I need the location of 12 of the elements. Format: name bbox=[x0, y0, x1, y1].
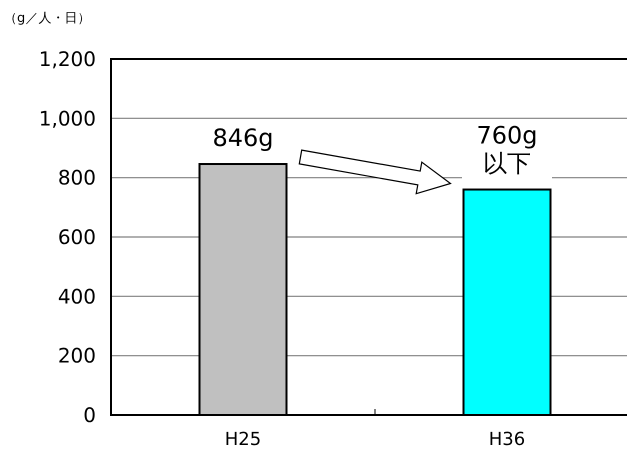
y-tick-label: 400 bbox=[58, 284, 96, 308]
data-label: 760g 以下 bbox=[476, 122, 538, 178]
y-tick-label: 1,200 bbox=[38, 47, 96, 71]
x-tick-label: H36 bbox=[488, 429, 526, 450]
y-tick-label: 0 bbox=[83, 403, 96, 427]
x-tick-label: H25 bbox=[224, 429, 262, 450]
data-label: 846g bbox=[212, 124, 274, 152]
y-axis-title: （g／人・日） bbox=[4, 11, 90, 26]
y-tick-label: 200 bbox=[58, 344, 96, 368]
y-tick-label: 600 bbox=[58, 225, 96, 249]
y-tick-label: 1,000 bbox=[38, 106, 96, 130]
y-tick-label: 800 bbox=[58, 166, 96, 190]
